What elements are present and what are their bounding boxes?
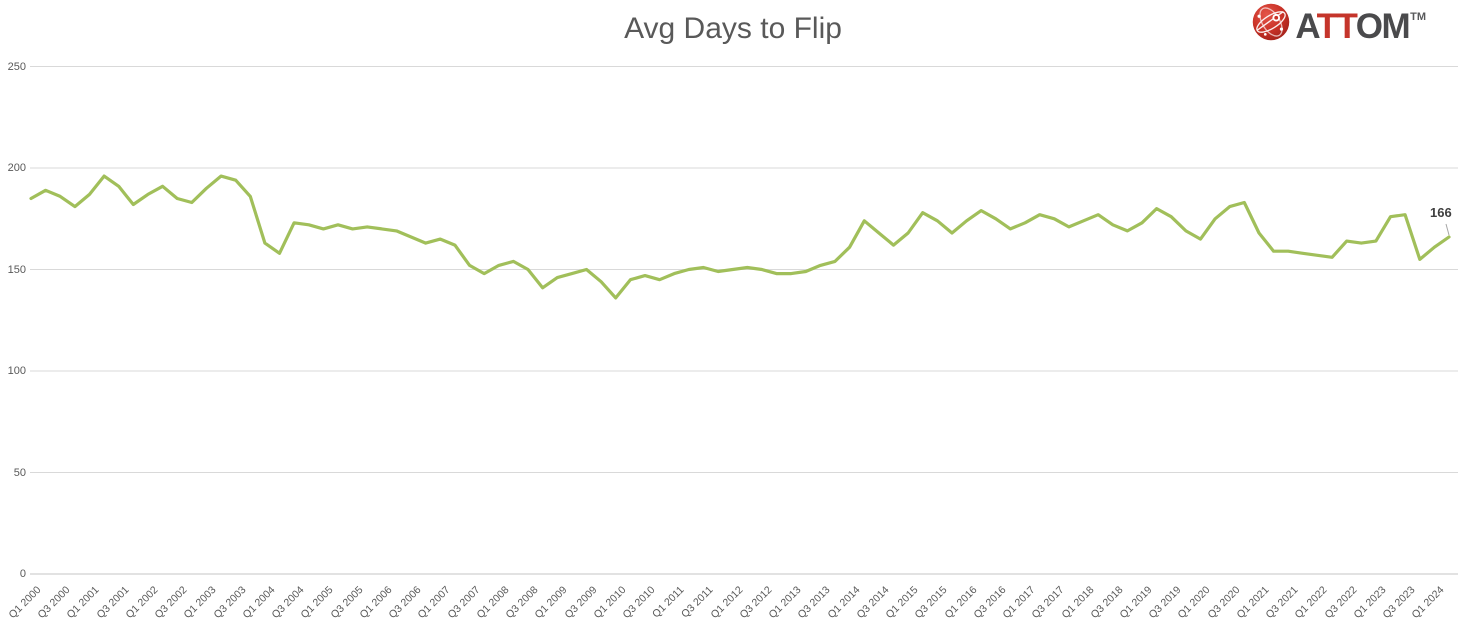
brand-letter-a: A [1295,7,1318,46]
y-tick-label: 100 [7,365,26,377]
y-tick-label: 200 [7,162,26,174]
avg-days-to-flip-line [29,174,1451,300]
y-tick-label: 250 [7,60,26,73]
attom-globe-icon [1253,3,1290,41]
y-tick-label: 150 [7,263,26,276]
attom-logo: ATTOMTM [1252,2,1426,46]
y-tick-label: 0 [19,568,26,580]
brand-letters-om: OM [1355,7,1411,46]
chart-title: Avg Days to Flip [624,12,842,45]
y-tick-label: 50 [13,466,26,479]
end-label-leader-line [1445,223,1450,236]
series-end-value-label: 166 [1430,205,1452,221]
trademark-symbol: TM [1410,11,1426,23]
brand-letters-tt: TT [1316,7,1358,46]
attom-wordmark: ATTOMTM [1295,0,1426,46]
